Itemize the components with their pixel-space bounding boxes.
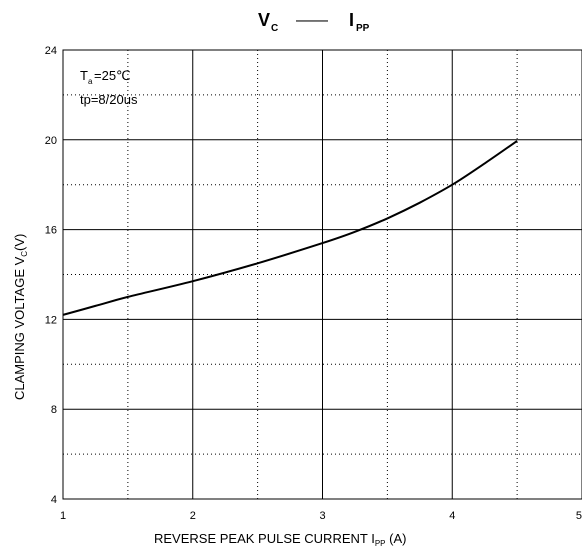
temp-label-sub: a bbox=[88, 77, 93, 86]
temp-label-tail: =25℃ bbox=[94, 68, 131, 83]
test-conditions: T a =25℃ tp=8/20us bbox=[80, 68, 138, 107]
y-tick-label: 8 bbox=[51, 404, 57, 416]
x-tick-label: 4 bbox=[449, 510, 455, 522]
title-ipp-main: I bbox=[349, 10, 354, 30]
y-axis-label: CLAMPING VOLTAGE VC(V) bbox=[12, 234, 29, 400]
y-tick-labels: 4 8 12 16 20 24 bbox=[45, 45, 57, 506]
y-tick-label: 24 bbox=[45, 45, 57, 57]
y-tick-label: 12 bbox=[45, 314, 57, 326]
y-tick-label: 16 bbox=[45, 225, 57, 237]
x-axis-label: REVERSE PEAK PULSE CURRENT IPP (A) bbox=[154, 531, 406, 548]
y-tick-label: 20 bbox=[45, 135, 57, 147]
x-tick-label: 5 bbox=[576, 510, 582, 522]
x-tick-labels: 1 2 3 4 5 bbox=[60, 510, 582, 522]
chart-title: V C —— I PP bbox=[258, 10, 370, 34]
y-tick-label: 4 bbox=[51, 494, 57, 506]
plot-frame bbox=[62, 49, 582, 500]
x-tick-label: 1 bbox=[60, 510, 66, 522]
title-dash: —— bbox=[296, 12, 328, 29]
series-line bbox=[62, 140, 518, 316]
temp-label-main: T bbox=[80, 68, 88, 83]
grid-major bbox=[63, 50, 582, 499]
grid-minor bbox=[63, 50, 582, 499]
x-tick-label: 2 bbox=[190, 510, 196, 522]
pulse-label: tp=8/20us bbox=[80, 92, 138, 107]
title-vc-sub: C bbox=[271, 23, 278, 34]
x-tick-label: 3 bbox=[319, 510, 325, 522]
title-vc-main: V bbox=[258, 10, 270, 30]
title-ipp-sub: PP bbox=[356, 23, 370, 34]
